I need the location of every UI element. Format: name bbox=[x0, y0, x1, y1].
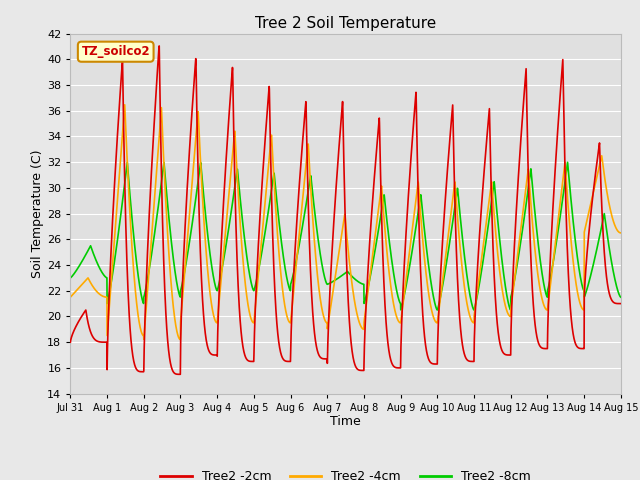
X-axis label: Time: Time bbox=[330, 415, 361, 429]
Legend: Tree2 -2cm, Tree2 -4cm, Tree2 -8cm: Tree2 -2cm, Tree2 -4cm, Tree2 -8cm bbox=[156, 465, 536, 480]
Title: Tree 2 Soil Temperature: Tree 2 Soil Temperature bbox=[255, 16, 436, 31]
Y-axis label: Soil Temperature (C): Soil Temperature (C) bbox=[31, 149, 44, 278]
Text: TZ_soilco2: TZ_soilco2 bbox=[81, 45, 150, 58]
